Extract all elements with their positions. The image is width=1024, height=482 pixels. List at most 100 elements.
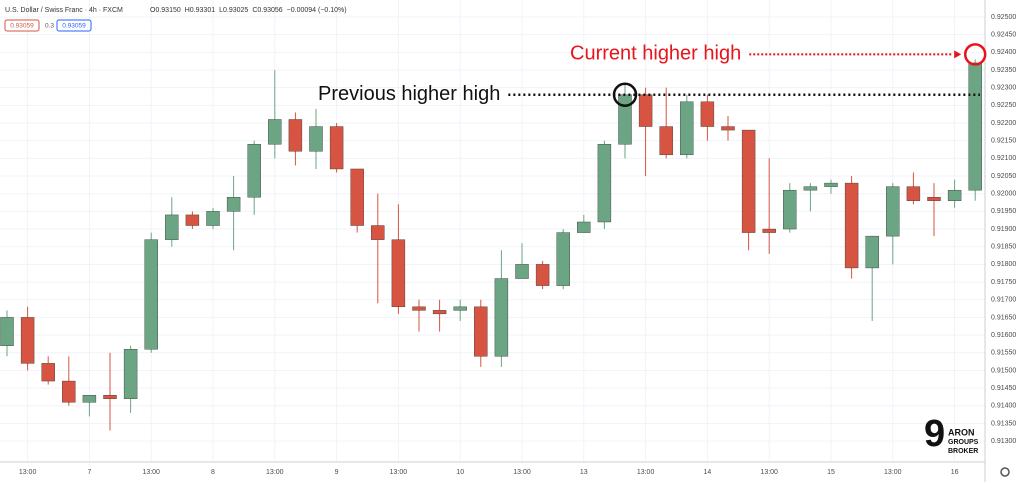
y-tick-label: 0.92000 (991, 191, 1016, 198)
candle-body (20, 317, 35, 364)
grid (0, 0, 985, 462)
logo-text: GROUPS (948, 439, 979, 446)
candle (123, 345, 138, 413)
y-tick-label: 0.92050 (991, 173, 1016, 180)
x-tick-label: 13:00 (637, 469, 655, 476)
badge: 0.3 (45, 23, 54, 30)
candle-body (783, 189, 797, 230)
candle-body (0, 317, 14, 346)
candle (515, 243, 529, 279)
y-tick-label: 0.91350 (991, 420, 1016, 427)
candle-body (206, 211, 220, 226)
y-tick-label: 0.91950 (991, 208, 1016, 215)
candle-body (247, 144, 261, 198)
logo-mark: 9 (924, 413, 945, 455)
candle-body (165, 214, 179, 240)
candle-body (432, 310, 447, 315)
candle-body (103, 394, 117, 399)
candle-body (638, 94, 653, 127)
logo-text: ARON (948, 427, 975, 437)
candle-body (515, 264, 529, 279)
candle (968, 59, 982, 201)
candle-body (226, 197, 241, 212)
settings-icon[interactable] (1000, 467, 1010, 477)
candle-body (494, 278, 509, 357)
x-tick-label: 13:00 (19, 469, 37, 476)
ohlc-value: C0.93056 (252, 7, 282, 14)
candle-body (577, 221, 591, 233)
candle-body (474, 306, 488, 357)
candle-body (762, 228, 776, 233)
candle (144, 232, 158, 353)
candle (206, 207, 220, 230)
candle-body (185, 214, 200, 226)
candle (247, 140, 261, 215)
annotation-circle (963, 43, 987, 66)
x-tick-label: 13 (580, 469, 588, 476)
badge-box (4, 19, 40, 32)
x-tick-label: 13:00 (884, 469, 902, 476)
candle-body (803, 186, 818, 191)
annotation-text: Previous higher high (318, 83, 500, 105)
candle (432, 299, 447, 332)
x-tick-label: 13:00 (513, 469, 531, 476)
logo: 9 ARON GROUPS BROKER (924, 413, 979, 455)
x-tick-label: 13:00 (760, 469, 778, 476)
annotation-text: Current higher high (570, 43, 741, 65)
candle-body (659, 126, 673, 156)
x-tick-label: 10 (456, 469, 464, 476)
chart-title: U.S. Dollar / Swiss Franc · 4h · FXCM (5, 7, 123, 14)
x-tick-label: 9 (335, 469, 339, 476)
candle (947, 179, 962, 208)
badge: 0.93059 (62, 23, 86, 30)
badge: 0.93059 (10, 23, 34, 30)
candle (741, 129, 756, 251)
candle-body (350, 168, 364, 226)
y-tick-label: 0.92350 (991, 67, 1016, 74)
candle-body (391, 239, 406, 308)
candle (494, 250, 509, 367)
candle-body (556, 232, 570, 286)
candle (226, 176, 241, 251)
candle (865, 235, 879, 321)
candle-body (906, 186, 921, 201)
settings-icon[interactable] (1000, 467, 1010, 477)
candle (721, 115, 735, 141)
candle (329, 123, 344, 173)
y-tick-label: 0.91850 (991, 244, 1016, 251)
candle-body (680, 101, 694, 156)
candle (165, 197, 179, 247)
annotation-arrow (954, 50, 962, 59)
y-tick-label: 0.92200 (991, 120, 1016, 127)
candle (103, 352, 117, 431)
y-tick-label: 0.92100 (991, 155, 1016, 162)
candle-body (968, 62, 982, 191)
candle-body (144, 239, 158, 350)
candle-body (412, 306, 426, 311)
x-tick-label: 16 (951, 469, 959, 476)
candle (0, 310, 14, 357)
candle-body (453, 306, 467, 311)
candle-body (886, 186, 900, 237)
candle (474, 299, 488, 367)
y-tick-label: 0.91600 (991, 332, 1016, 339)
y-tick-label: 0.91500 (991, 367, 1016, 374)
candle-body (927, 197, 941, 201)
candle (927, 183, 941, 237)
y-tick-label: 0.91400 (991, 403, 1016, 410)
candle-body (123, 349, 138, 399)
badge-box (56, 19, 92, 32)
candle (20, 306, 35, 371)
candle-body (597, 144, 612, 223)
candle-body (329, 126, 344, 170)
candle (62, 356, 76, 406)
candle (783, 183, 797, 233)
badges: 0.93059 0.3 0.93059 (4, 19, 92, 32)
x-tick-label: 15 (827, 469, 835, 476)
ohlc-legend: O0.93150 H0.93301 L0.93025 C0.93056 −0.00094… (150, 7, 347, 14)
candle (185, 211, 200, 230)
candle-body (371, 225, 385, 240)
candle-body (741, 129, 756, 233)
candle-body (947, 189, 962, 201)
